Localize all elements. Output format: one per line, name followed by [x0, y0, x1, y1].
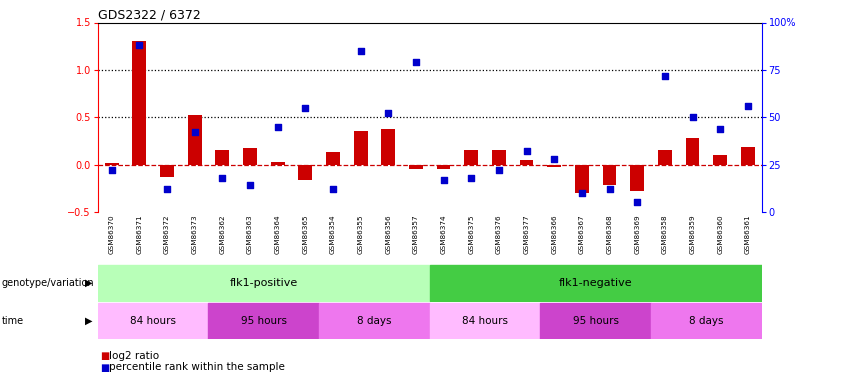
Bar — [686, 138, 700, 165]
Bar — [208, 303, 319, 339]
Bar — [409, 165, 423, 169]
Bar — [547, 165, 561, 167]
Point — [520, 148, 534, 154]
Bar — [271, 162, 284, 165]
Text: GSM86374: GSM86374 — [441, 214, 447, 254]
Text: GSM86355: GSM86355 — [357, 214, 363, 254]
Text: 8 days: 8 days — [357, 316, 391, 326]
Point — [492, 167, 505, 173]
Point — [575, 190, 589, 196]
Text: GSM86362: GSM86362 — [220, 214, 226, 254]
Bar — [651, 303, 762, 339]
Bar — [540, 303, 651, 339]
Bar — [160, 165, 174, 177]
Text: GSM86356: GSM86356 — [386, 214, 391, 254]
Text: GSM86358: GSM86358 — [662, 214, 668, 254]
Text: 84 hours: 84 hours — [130, 316, 176, 326]
Point — [243, 182, 257, 188]
Bar — [326, 152, 340, 165]
Bar — [492, 150, 505, 165]
Text: 84 hours: 84 hours — [462, 316, 508, 326]
Text: GSM86371: GSM86371 — [136, 214, 142, 254]
Text: GSM86373: GSM86373 — [191, 214, 197, 254]
Point — [354, 48, 368, 54]
Point — [713, 126, 727, 132]
Text: GSM86372: GSM86372 — [164, 214, 170, 254]
Bar — [631, 165, 644, 191]
Point — [381, 110, 395, 116]
Point — [547, 156, 561, 162]
Point — [603, 186, 616, 192]
Text: GSM86368: GSM86368 — [607, 214, 613, 254]
Bar — [98, 265, 430, 301]
Text: ▶: ▶ — [85, 278, 93, 288]
Bar — [243, 148, 257, 165]
Point — [105, 167, 118, 173]
Text: GSM86375: GSM86375 — [468, 214, 474, 254]
Bar — [575, 165, 589, 193]
Text: 8 days: 8 days — [689, 316, 723, 326]
Text: flk1-negative: flk1-negative — [559, 278, 632, 288]
Bar — [603, 165, 616, 185]
Text: GSM86357: GSM86357 — [413, 214, 419, 254]
Text: genotype/variation: genotype/variation — [2, 278, 94, 288]
Text: 95 hours: 95 hours — [241, 316, 287, 326]
Bar — [299, 165, 312, 180]
Text: GSM86370: GSM86370 — [109, 214, 115, 254]
Point — [299, 105, 312, 111]
Text: GSM86369: GSM86369 — [634, 214, 640, 254]
Bar — [105, 163, 118, 165]
Text: GSM86363: GSM86363 — [247, 214, 253, 254]
Text: GSM86377: GSM86377 — [523, 214, 529, 254]
Text: percentile rank within the sample: percentile rank within the sample — [109, 363, 285, 372]
Point — [631, 200, 644, 206]
Text: ▶: ▶ — [85, 316, 93, 326]
Point — [188, 129, 202, 135]
Bar — [319, 303, 430, 339]
Text: time: time — [2, 316, 24, 326]
Point — [326, 186, 340, 192]
Bar — [354, 131, 368, 165]
Point — [437, 177, 450, 183]
Text: GSM86360: GSM86360 — [717, 214, 723, 254]
Point — [465, 175, 478, 181]
Bar — [658, 150, 671, 165]
Bar — [215, 150, 229, 165]
Bar — [98, 303, 208, 339]
Bar — [430, 303, 540, 339]
Text: ■: ■ — [100, 363, 110, 372]
Point — [741, 103, 755, 109]
Text: log2 ratio: log2 ratio — [109, 351, 159, 361]
Text: GSM86361: GSM86361 — [745, 214, 751, 254]
Bar — [437, 165, 450, 169]
Bar — [465, 150, 478, 165]
Text: GSM86366: GSM86366 — [551, 214, 557, 254]
Bar — [713, 155, 727, 165]
Text: GSM86359: GSM86359 — [689, 214, 695, 254]
Bar — [520, 160, 534, 165]
Point — [271, 124, 284, 130]
Text: GSM86365: GSM86365 — [302, 214, 308, 254]
Text: GSM86367: GSM86367 — [579, 214, 585, 254]
Bar — [741, 147, 755, 165]
Text: flk1-positive: flk1-positive — [230, 278, 298, 288]
Text: ■: ■ — [100, 351, 110, 361]
Point — [133, 42, 146, 48]
Bar — [188, 115, 202, 165]
Text: GSM86376: GSM86376 — [496, 214, 502, 254]
Point — [215, 175, 229, 181]
Bar — [133, 42, 146, 165]
Text: 95 hours: 95 hours — [573, 316, 619, 326]
Bar — [381, 129, 395, 165]
Point — [658, 72, 671, 78]
Bar — [430, 265, 762, 301]
Text: GSM86364: GSM86364 — [275, 214, 281, 254]
Text: GSM86354: GSM86354 — [330, 214, 336, 254]
Point — [409, 59, 423, 65]
Text: GDS2322 / 6372: GDS2322 / 6372 — [98, 8, 201, 21]
Point — [686, 114, 700, 120]
Point — [160, 186, 174, 192]
